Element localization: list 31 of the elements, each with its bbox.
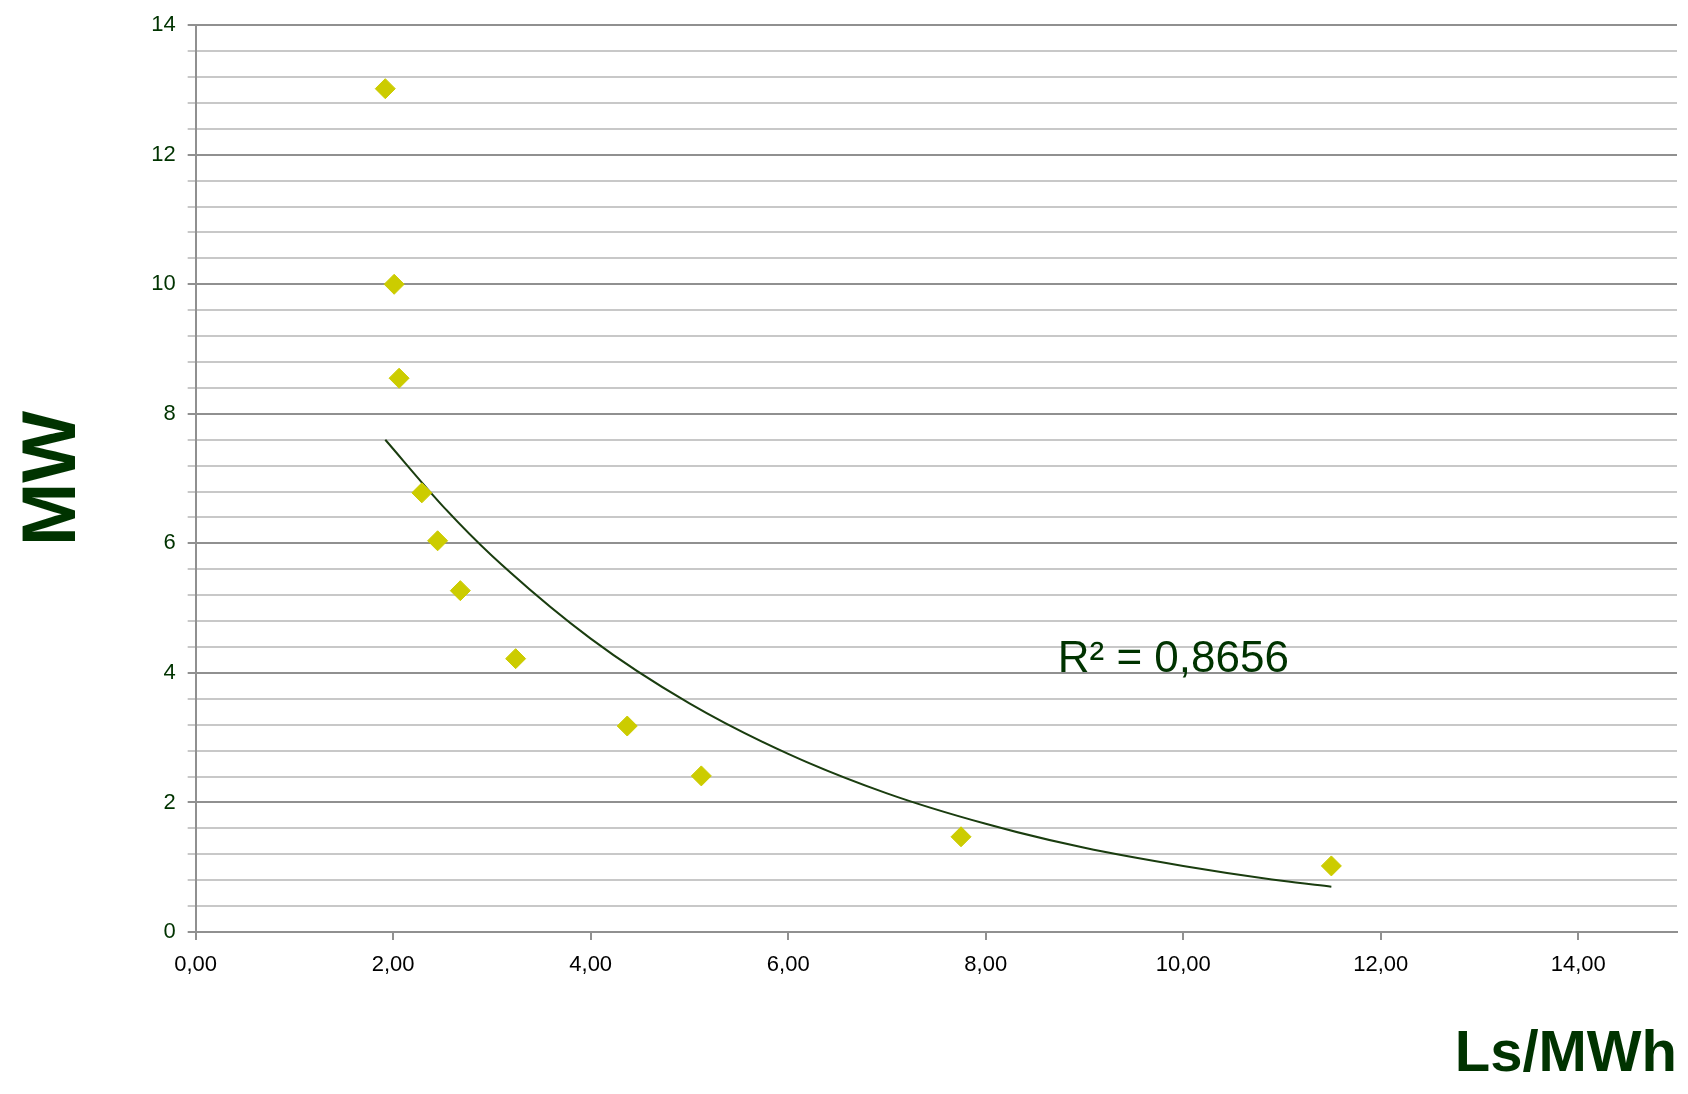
point (950, 826, 972, 848)
x-tick-label: 4,00 (569, 951, 613, 977)
x-tick-label: 8,00 (964, 951, 1008, 977)
point (383, 273, 405, 295)
line-series (384, 438, 1333, 888)
y-tick-label: 14 (151, 11, 176, 37)
y-tick-label: 4 (163, 658, 176, 684)
point (616, 715, 638, 737)
point (374, 78, 396, 100)
x-tick-label: 2,00 (371, 951, 415, 977)
y-tick-label: 2 (163, 788, 176, 814)
y-tick-label: 10 (151, 270, 176, 296)
x-tick-label: 10,00 (1155, 951, 1211, 977)
y-tick-label: 12 (151, 140, 176, 166)
point (388, 367, 410, 389)
x-tick-label: 14,00 (1550, 951, 1606, 977)
x-tick-label: 6,00 (766, 951, 810, 977)
y-axis-title: MW (5, 410, 91, 547)
point (427, 530, 449, 552)
y-tick-label: 6 (163, 529, 176, 555)
x-tick-label: 12,00 (1353, 951, 1409, 977)
point (505, 648, 527, 670)
point (411, 482, 433, 504)
point (449, 580, 471, 602)
x-axis-title: Ls/MWh (1454, 1018, 1677, 1084)
point (690, 765, 712, 787)
y-tick-label: 0 (163, 918, 176, 944)
x-tick-label: 0,00 (174, 951, 218, 977)
annotation: R² = 0,8656 (1057, 632, 1289, 682)
y-tick-label: 8 (163, 399, 176, 425)
point (1320, 855, 1342, 877)
